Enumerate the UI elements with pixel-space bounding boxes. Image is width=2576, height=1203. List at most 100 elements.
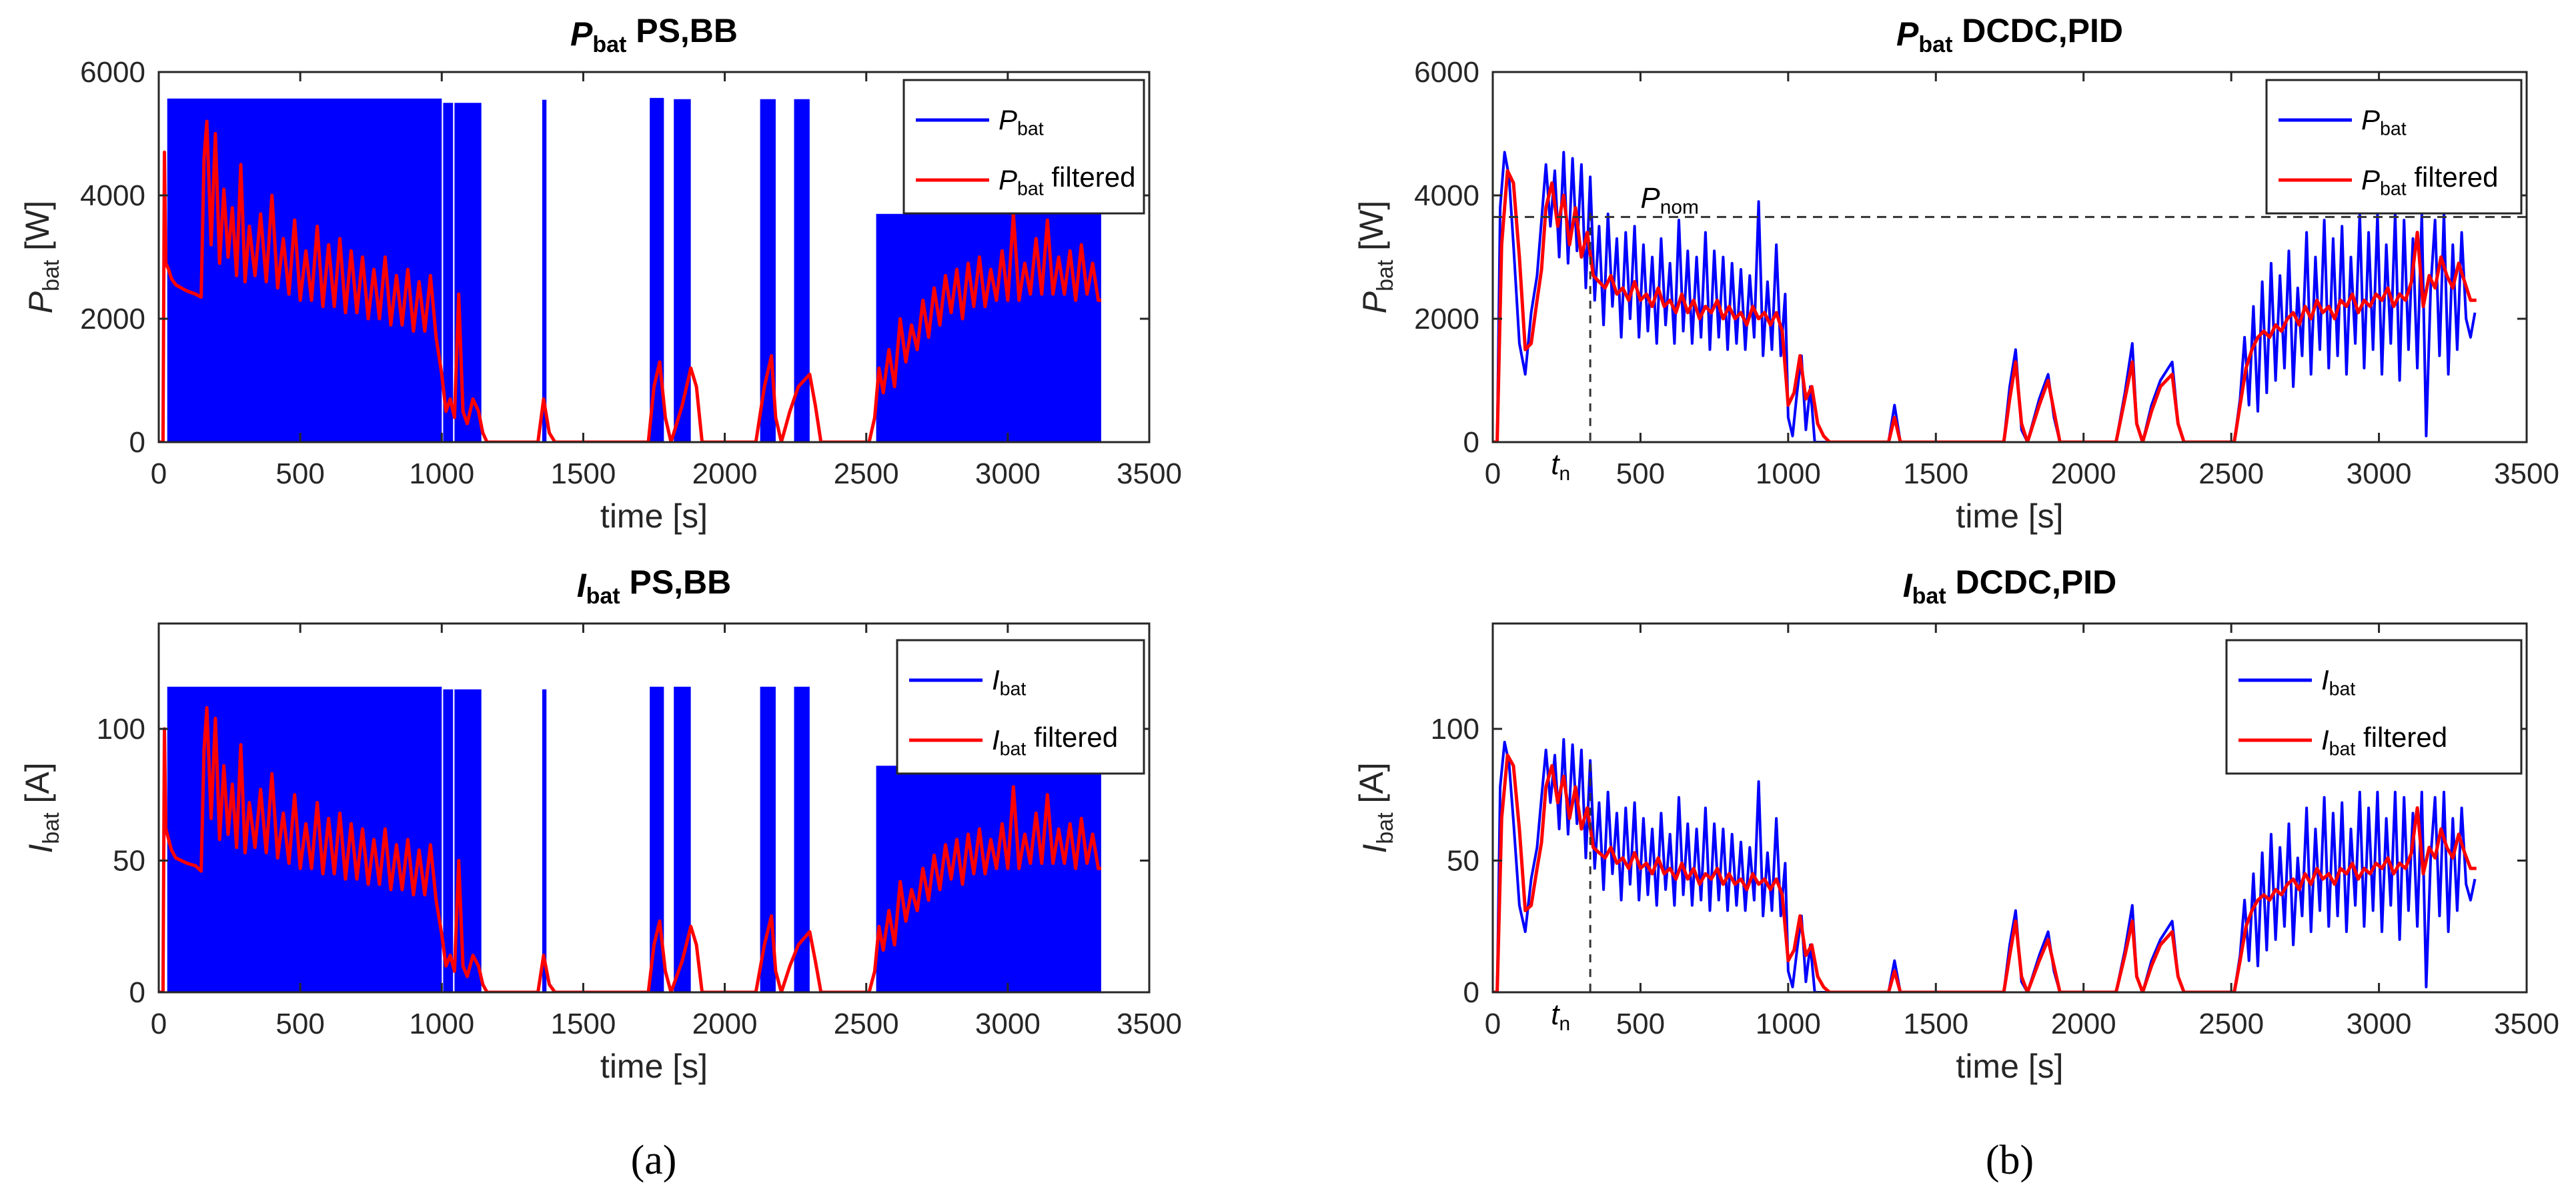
tn-marker-label-symbol: t	[1551, 998, 1560, 1031]
panel-label-a: (a)	[631, 1138, 677, 1183]
data-layer	[159, 97, 1101, 442]
y-axis-label-subscript: bat	[39, 259, 64, 291]
chart-title-subscript: bat	[586, 583, 620, 609]
legend-entry-subscript: bat	[1017, 179, 1044, 200]
chart-title: Ibat PS,BB	[577, 563, 732, 609]
x-tick-label: 2500	[2198, 457, 2264, 490]
series-p-bat-band	[454, 103, 482, 442]
y-tick-label: 100	[1431, 713, 1479, 746]
legend-entry: Pbat	[999, 104, 1044, 140]
chart-p_dcdc: Pnom tn 0 500 1000 1500 2000 2500 3000 3500 0 2000 4…	[1353, 12, 2559, 535]
y-tick-label: 0	[129, 426, 145, 459]
series-line-1	[159, 706, 1101, 992]
series-p-bat-band	[794, 99, 810, 442]
chart-title-subscript: bat	[592, 32, 626, 57]
series-p-bat-band	[443, 103, 454, 442]
x-axis-label: time [s]	[600, 1048, 708, 1085]
data-layer	[159, 686, 1101, 992]
x-tick-label: 3500	[1117, 457, 1182, 490]
series-line-1	[1493, 169, 2477, 442]
x-axis-label: time [s]	[1956, 497, 2063, 535]
x-tick-label: 1500	[550, 457, 616, 490]
chart-title-subscript: bat	[1918, 32, 1952, 57]
x-tick-label: 3000	[2347, 1008, 2412, 1040]
chart-title-rest: PS,BB	[620, 563, 732, 601]
nominal-power-label-subscript: nom	[1660, 196, 1699, 218]
axes-box	[157, 71, 1151, 443]
y-axis-label-rest: [W]	[19, 201, 56, 260]
legend-entry: Ibat filtered	[2321, 722, 2447, 760]
legend-entry-subscript: bat	[1000, 739, 1027, 760]
y-axis-label-symbol: I	[1356, 844, 1393, 854]
legend-entry: Pbat filtered	[999, 161, 1135, 200]
data-layer	[1493, 151, 2477, 442]
x-tick-label: 3500	[2494, 457, 2559, 490]
x-tick-label: 2500	[834, 457, 899, 490]
legend-entry: Ibat filtered	[992, 722, 1118, 760]
legend-entry-rest: filtered	[2407, 161, 2499, 193]
tn-marker-label-subscript: n	[1559, 463, 1571, 485]
series-p-bat-band	[674, 99, 691, 442]
x-tick-label: 0	[1485, 457, 1501, 490]
chart-title: Ibat DCDC,PID	[1903, 563, 2116, 609]
tn-marker-label: tn	[1551, 448, 1570, 485]
chart-title-symbol: I	[1903, 567, 1913, 604]
x-tick-label: 2000	[692, 457, 758, 490]
nominal-power-label-symbol: P	[1640, 181, 1660, 214]
y-axis-label: Pbat [W]	[1353, 201, 1398, 314]
chart-title-rest: PS,BB	[626, 12, 738, 49]
legend-entry: Ibat	[2321, 664, 2355, 700]
x-tick-label: 3500	[1117, 1008, 1182, 1040]
legend-entry-symbol: P	[2361, 104, 2380, 135]
legend-entry-subscript: bat	[1017, 119, 1044, 140]
y-axis-label-subscript: bat	[1373, 812, 1398, 844]
legend-entry-symbol: P	[999, 164, 1017, 195]
legend-entry-symbol: I	[992, 664, 1000, 696]
axes-box	[1491, 622, 2528, 994]
y-tick-label: 4000	[1414, 179, 1479, 212]
y-axis-label-rest: [A]	[19, 762, 56, 812]
y-tick-label: 4000	[80, 179, 145, 212]
legend-entry-rest: filtered	[2355, 722, 2447, 753]
x-tick-label: 0	[1485, 1008, 1501, 1040]
chart-title: Pbat PS,BB	[570, 12, 738, 57]
legend-entry-symbol: I	[992, 724, 1000, 756]
legend-entry-subscript: bat	[2380, 119, 2407, 140]
y-tick-label: 6000	[80, 56, 145, 89]
y-axis-label-symbol: P	[1356, 291, 1393, 313]
series-p-bat-band	[650, 97, 664, 442]
chart-title-symbol: I	[577, 567, 587, 604]
axes-box	[157, 622, 1151, 994]
x-axis-label: time [s]	[600, 497, 708, 535]
nominal-power-label: Pnom	[1640, 181, 1699, 218]
x-tick-label: 1500	[1903, 1008, 1968, 1040]
x-tick-label: 0	[151, 1008, 167, 1040]
x-tick-label: 500	[1616, 457, 1665, 490]
series-p-bat-band	[876, 766, 1101, 992]
y-axis-label-rest: [W]	[1353, 201, 1390, 260]
chart-title-rest: DCDC,PID	[1946, 563, 2117, 601]
legend-entry-symbol: I	[2321, 664, 2329, 696]
x-tick-label: 500	[275, 457, 324, 490]
chart-title-subscript: bat	[1912, 583, 1946, 609]
x-tick-label: 3000	[975, 457, 1041, 490]
legend-entry-subscript: bat	[2329, 739, 2356, 760]
legend-entry: Pbat filtered	[2361, 161, 2498, 200]
x-tick-label: 2000	[692, 1008, 758, 1040]
chart-i_ps: 0 500 1000 1500 2000 2500 3000 3500 0 50 100 time […	[19, 563, 1182, 1085]
tn-marker-label: tn	[1551, 998, 1570, 1035]
x-tick-label: 3000	[975, 1008, 1041, 1040]
x-tick-label: 500	[1616, 1008, 1665, 1040]
legend-entry-rest: filtered	[1026, 722, 1118, 753]
chart-title-rest: DCDC,PID	[1952, 12, 2123, 49]
y-tick-label: 2000	[80, 303, 145, 335]
x-tick-label: 1500	[550, 1008, 616, 1040]
y-axis-label: Ibat [A]	[19, 762, 64, 853]
y-tick-label: 0	[1463, 426, 1479, 459]
chart-title-symbol: P	[1896, 15, 1919, 53]
y-axis-label-subscript: bat	[1373, 259, 1398, 291]
series-p-bat-band	[454, 689, 482, 992]
